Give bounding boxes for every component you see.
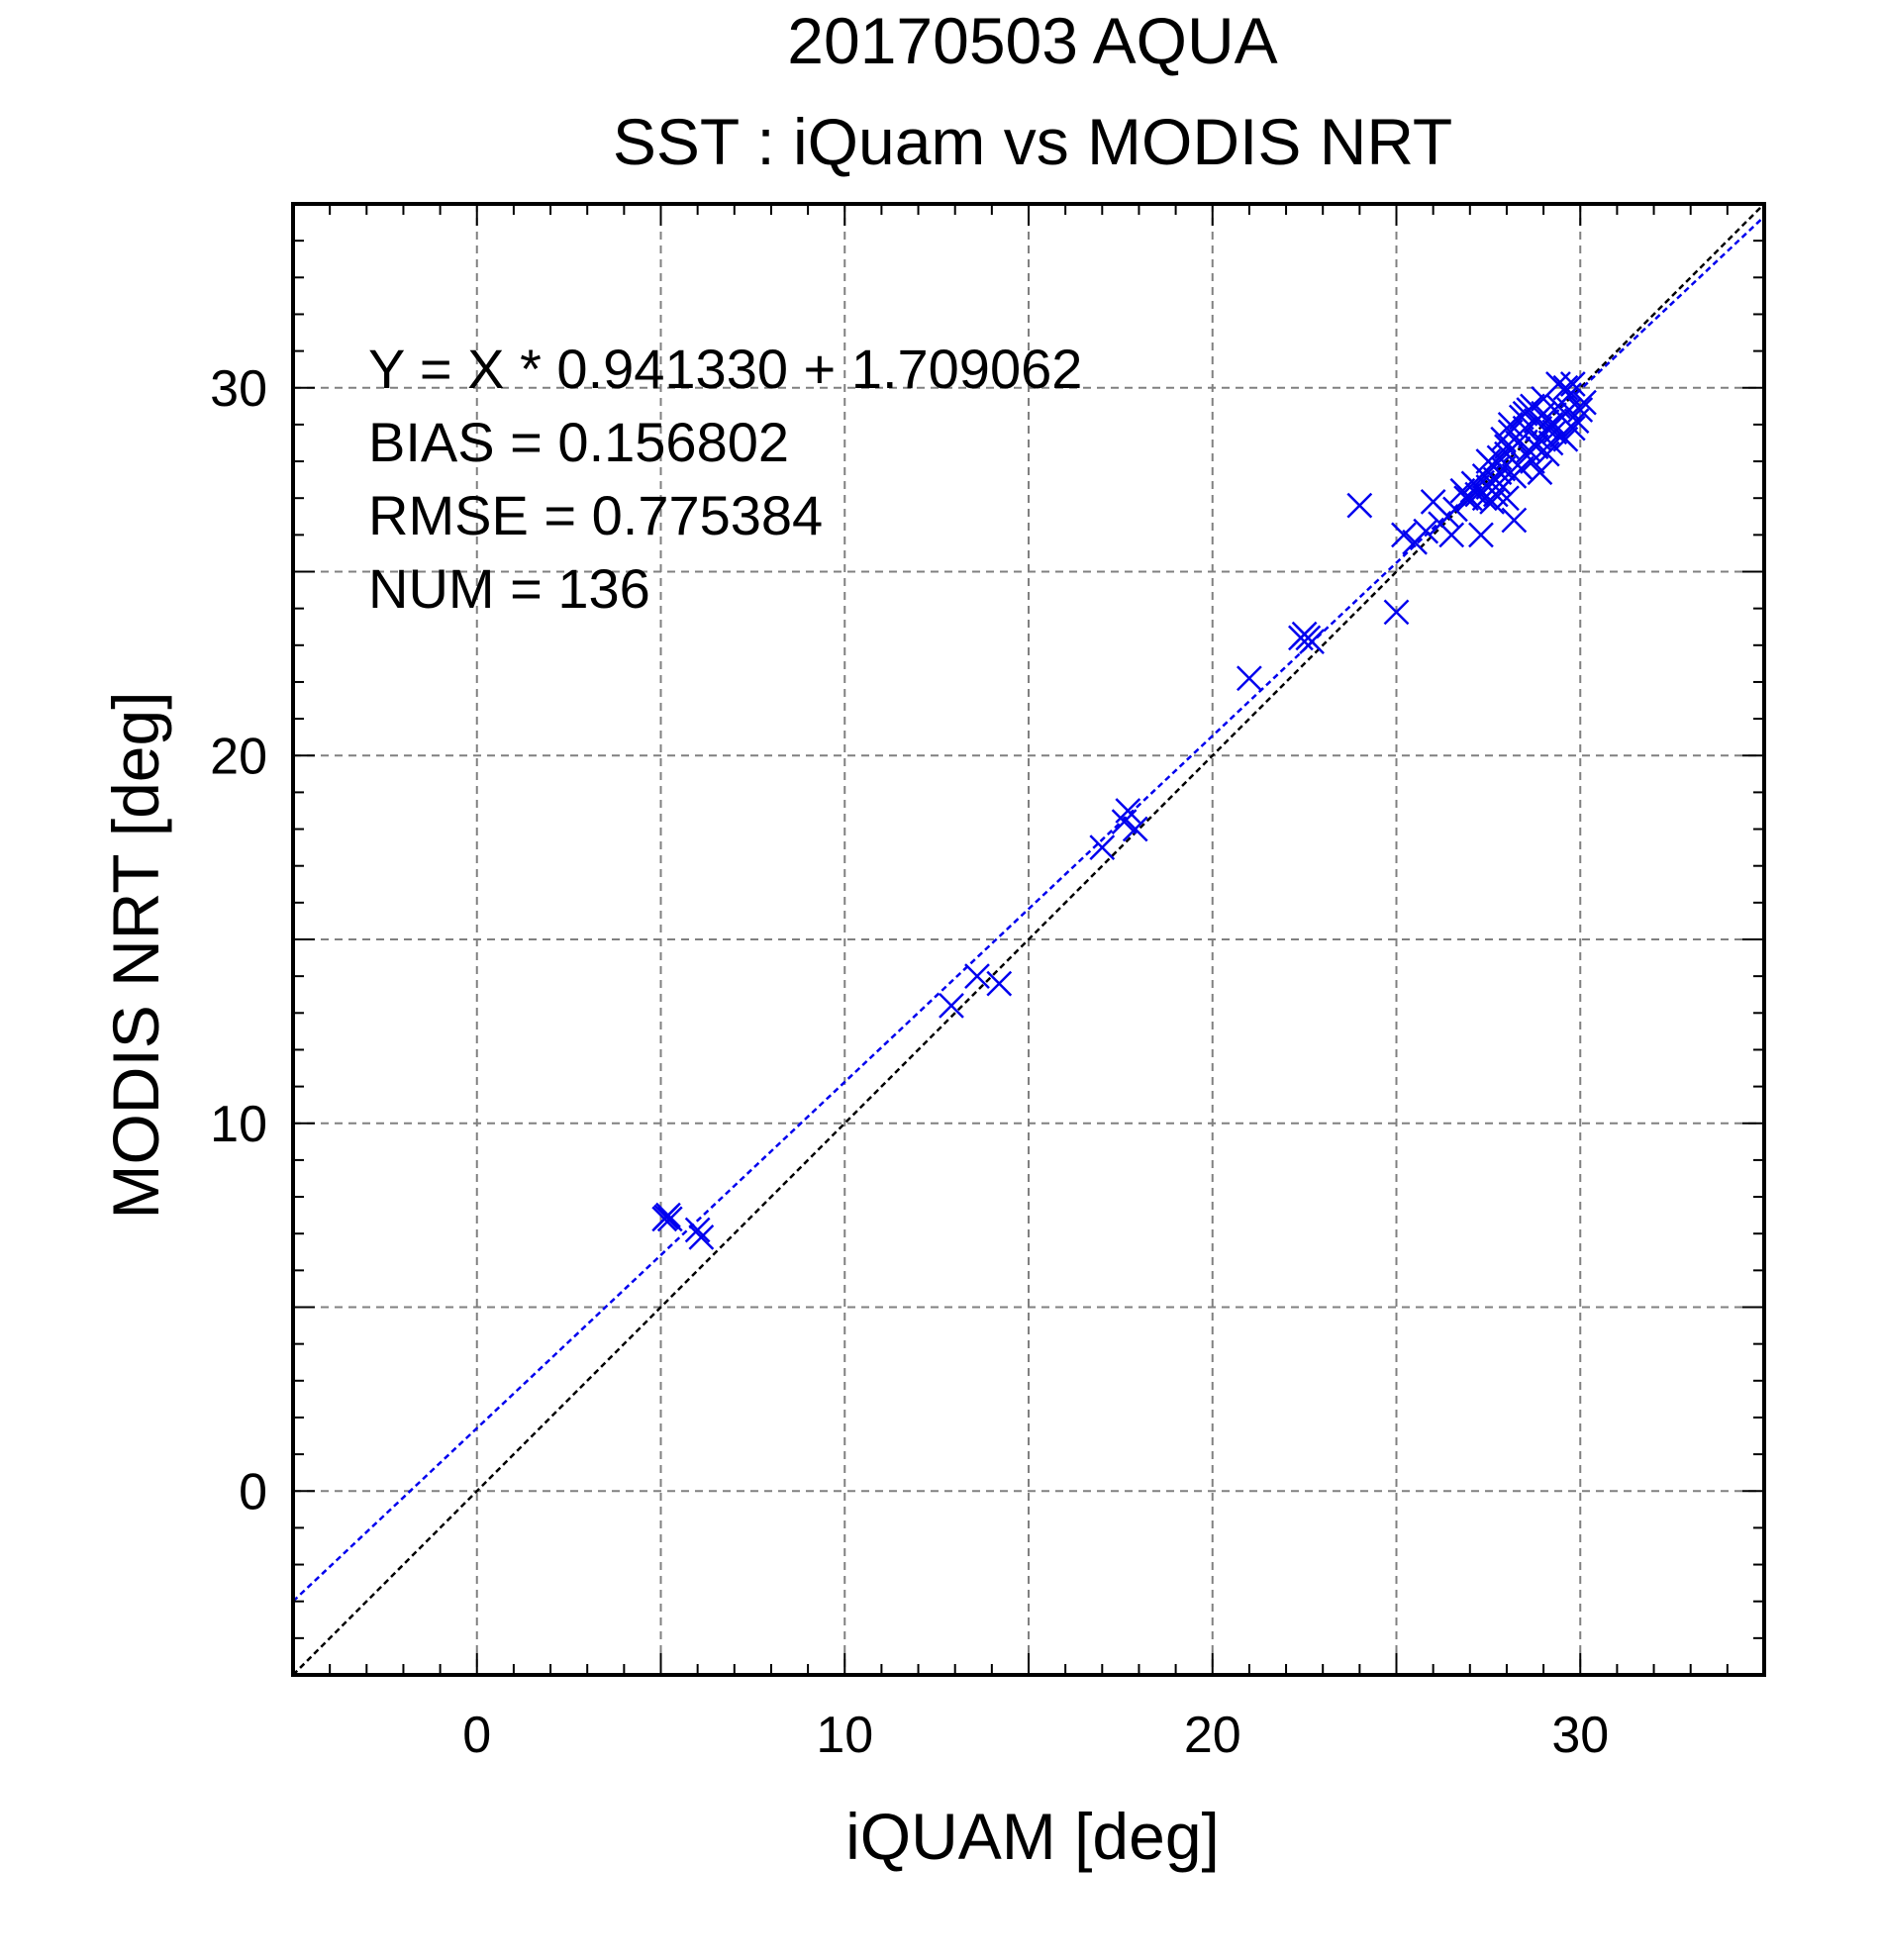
data-point <box>653 1204 679 1230</box>
data-point <box>688 1225 715 1250</box>
data-point <box>1534 441 1560 467</box>
data-point <box>1497 412 1524 438</box>
reference-lines <box>292 203 1765 1676</box>
tick-labels: 0 10 20 30 0 10 20 30 <box>210 360 1609 1764</box>
data-point <box>986 970 1013 997</box>
identity-line <box>292 203 1765 1676</box>
chart-subtitle: SST : iQuam vs MODIS NRT <box>613 105 1452 178</box>
data-point <box>1383 599 1410 626</box>
x-axis-title: iQUAM [deg] <box>845 1800 1220 1873</box>
data-point <box>1237 665 1262 692</box>
x-tick-label: 10 <box>816 1707 873 1764</box>
data-point <box>1413 518 1439 544</box>
data-point <box>1464 474 1491 500</box>
data-point <box>1494 441 1520 467</box>
regression-equation: Y = X * 0.941330 + 1.709062 <box>368 338 1082 400</box>
data-point <box>1552 374 1579 401</box>
data-point <box>1545 371 1571 397</box>
data-point <box>684 1217 711 1243</box>
data-point <box>1490 426 1517 452</box>
y-tick-label: 0 <box>239 1463 267 1520</box>
chart-title: 20170503 AQUA <box>787 4 1277 77</box>
data-point <box>1556 397 1582 423</box>
data-point <box>1122 816 1148 842</box>
data-point <box>1471 485 1498 512</box>
x-tick-label: 0 <box>462 1707 491 1764</box>
data-point <box>964 963 990 990</box>
bias-stat: BIAS = 0.156802 <box>368 411 789 473</box>
data-point <box>1468 522 1494 548</box>
y-tick-label: 30 <box>210 360 267 418</box>
y-axis-title: MODIS NRT [deg] <box>99 691 172 1219</box>
data-point <box>1571 389 1597 416</box>
data-point <box>1346 492 1373 519</box>
x-tick-label: 20 <box>1184 1707 1241 1764</box>
data-point <box>1089 834 1116 861</box>
x-tick-label: 30 <box>1551 1707 1609 1764</box>
data-point <box>1501 507 1528 534</box>
data-point <box>1391 522 1417 548</box>
data-point <box>1523 434 1549 460</box>
data-point <box>1486 459 1513 486</box>
rmse-stat: RMSE = 0.775384 <box>368 484 823 546</box>
y-tick-label: 10 <box>210 1096 267 1153</box>
y-tick-label: 20 <box>210 728 267 785</box>
regression-line <box>292 215 1765 1603</box>
data-point <box>1567 397 1594 423</box>
data-point <box>1527 459 1553 486</box>
plot-frame <box>291 202 1766 1677</box>
data-point <box>939 992 964 1019</box>
data-point <box>1299 629 1325 654</box>
data-points <box>651 371 1597 1250</box>
data-point <box>1548 423 1575 448</box>
data-point <box>1115 798 1141 824</box>
data-point <box>1438 522 1465 548</box>
data-point <box>656 1206 683 1232</box>
num-stat: NUM = 136 <box>368 557 650 620</box>
